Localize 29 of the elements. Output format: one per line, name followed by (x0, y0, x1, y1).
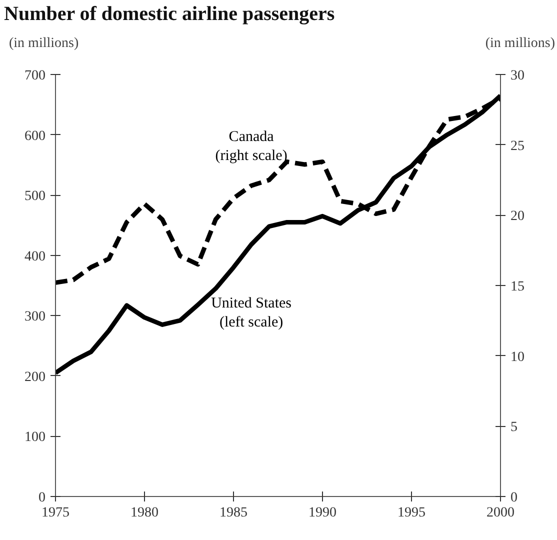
y2-tick-label: 15 (510, 279, 524, 294)
x-tick-label: 2000 (486, 505, 514, 520)
x-tick-label: 1980 (130, 505, 158, 520)
series-label: Canada (228, 128, 274, 145)
y-tick-label: 700 (24, 68, 46, 84)
y-tick-label: 600 (24, 128, 46, 144)
y-tick-label: 100 (24, 430, 46, 445)
line-series (56, 92, 500, 375)
annotation: (right scale) (215, 148, 288, 164)
y2-tick-label: 20 (510, 208, 524, 224)
y2-axis-title: (in millions) (485, 34, 555, 53)
y2-tick-label: 10 (510, 349, 524, 364)
y2-tick-label: 5 (510, 420, 518, 435)
y-tick-label: 0 (38, 490, 46, 506)
y-tick-label: 200 (24, 369, 46, 384)
y-tick-label: 300 (24, 309, 46, 324)
y-axis-title: (in millions) (9, 34, 79, 53)
annotation: (left scale) (219, 314, 284, 330)
x-tick-label: 1985 (220, 505, 248, 520)
y2-tick-label: 30 (510, 68, 524, 84)
x-tick-label: 1990 (308, 505, 336, 520)
x-tick-label: 1995 (398, 505, 426, 520)
series-label: United States (211, 295, 292, 312)
x-tick-label: 1975 (42, 505, 70, 520)
y2-tick-label: 25 (510, 138, 524, 154)
y-tick-label: 400 (24, 248, 46, 264)
y2-tick-label: 0 (510, 490, 518, 506)
chart-title: Number of domestic airline passengers (4, 2, 335, 27)
y-tick-label: 500 (24, 188, 46, 204)
